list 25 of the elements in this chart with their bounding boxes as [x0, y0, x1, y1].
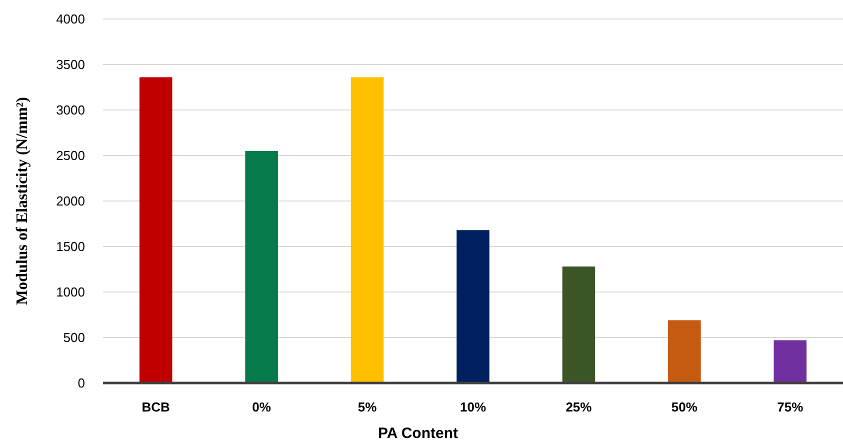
y-tick-label: 3500 — [56, 57, 85, 72]
x-tick-label: 50% — [671, 400, 698, 415]
y-tick-label: 2000 — [56, 194, 85, 209]
y-tick-label: 500 — [63, 330, 85, 346]
y-tick-label: 3000 — [56, 102, 85, 118]
bar — [562, 266, 596, 383]
y-axis-title: Modulus of Elasticity (N/mm²) — [14, 97, 31, 305]
x-tick-label: BCB — [142, 400, 170, 415]
bar — [668, 320, 701, 383]
x-tick-label: 75% — [777, 400, 804, 415]
bar — [774, 340, 807, 383]
y-tick-label: 1500 — [56, 239, 85, 254]
y-tick-label: 2500 — [56, 148, 85, 164]
x-axis-title: PA Content — [378, 425, 458, 442]
x-tick-label: 10% — [460, 400, 486, 415]
y-tick-label: 1000 — [56, 284, 85, 300]
x-tick-label: 25% — [566, 400, 592, 415]
y-tick-label: 0 — [78, 376, 85, 391]
bar — [245, 150, 278, 383]
x-tick-label: 0% — [252, 400, 272, 415]
y-tick-label: 4000 — [56, 12, 85, 27]
x-tick-label: 5% — [358, 400, 378, 415]
bar — [139, 77, 172, 383]
bar — [456, 230, 490, 383]
bar — [350, 77, 384, 383]
